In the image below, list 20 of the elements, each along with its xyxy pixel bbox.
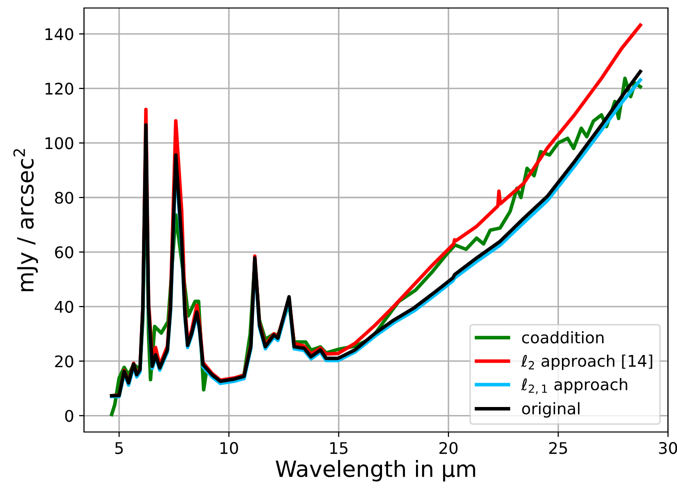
y-tick-label: 60 (55, 246, 74, 258)
x-axis-title: Wavelength in µm (276, 460, 476, 482)
y-tick-label: 20 (55, 355, 74, 368)
y-tick-label: 120 (46, 82, 74, 95)
legend-label: original (522, 402, 580, 418)
x-tick-label: 25 (549, 442, 567, 454)
x-tick-label: 15 (330, 442, 348, 454)
legend-label: coaddition (522, 331, 604, 344)
y-tick-label: 80 (55, 192, 74, 204)
y-tick-label: 140 (46, 28, 74, 40)
y-tick-label: 100 (46, 137, 74, 150)
x-tick-label: 20 (439, 442, 458, 454)
y-tick-label: 40 (54, 300, 74, 313)
y-tick-label: 0 (65, 410, 74, 422)
x-tick-label: 30 (659, 442, 677, 454)
x-tick-label: 10 (220, 442, 238, 454)
y-axis-title: mJy / arcsec$^{2}$ (13, 149, 38, 292)
x-tick-label: 5 (115, 442, 123, 454)
legend-label: ℓ$_{2,1}$ approach (520, 378, 628, 394)
legend-label: ℓ$_{2}$ approach [14] (520, 354, 652, 370)
